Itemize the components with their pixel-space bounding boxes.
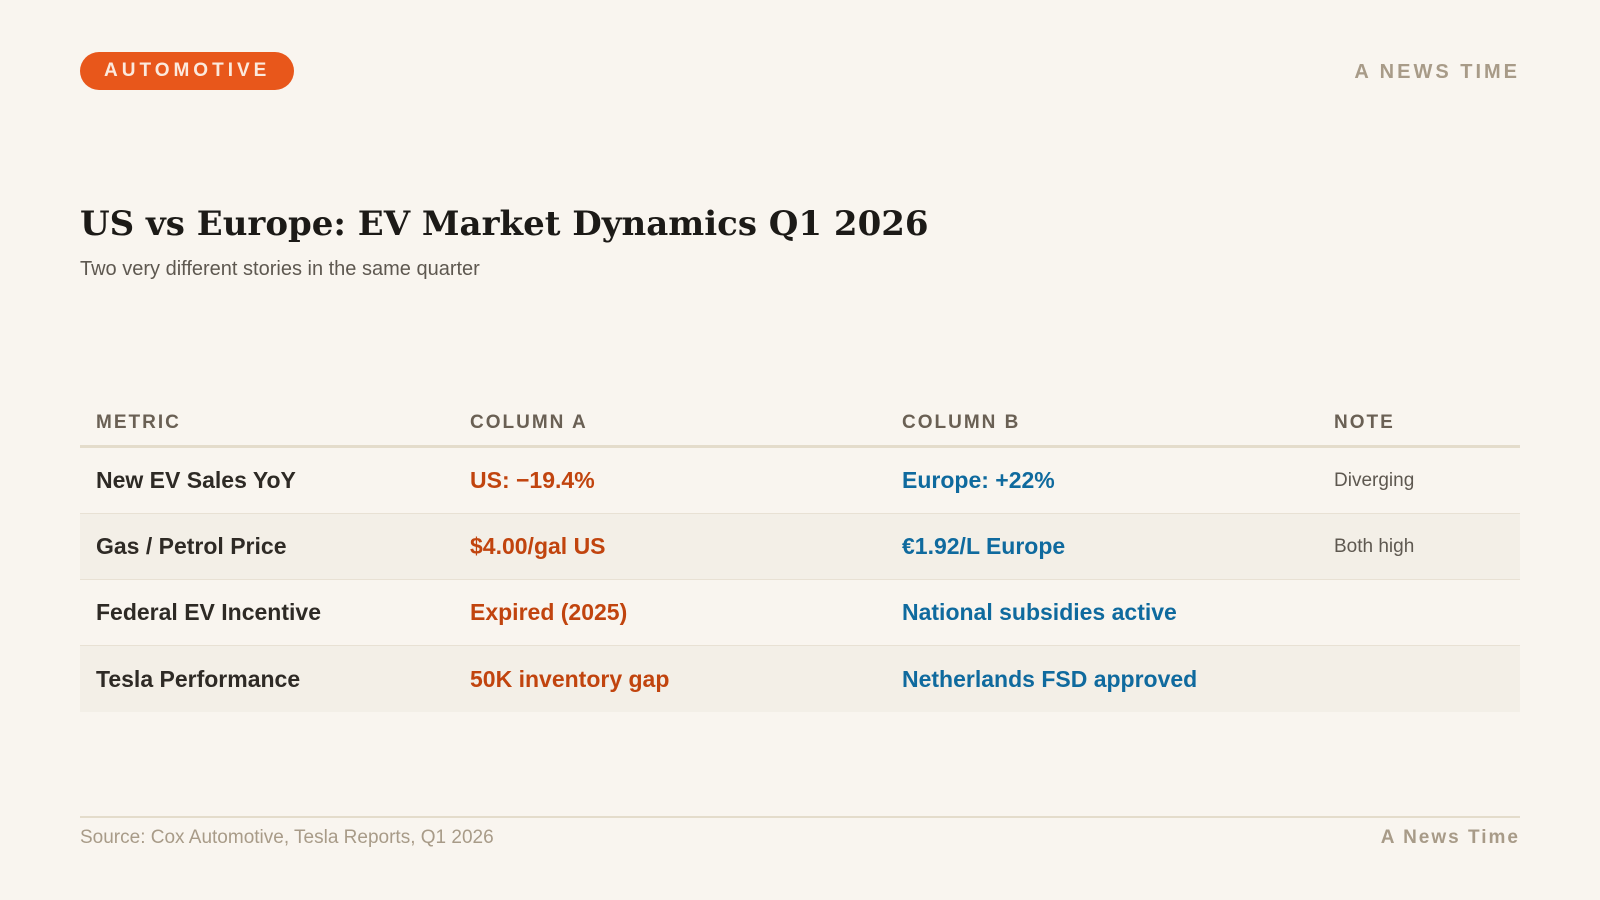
comparison-table: METRIC COLUMN A COLUMN B NOTE New EV Sal… — [80, 402, 1520, 712]
cell-metric: Gas / Petrol Price — [96, 533, 287, 559]
brand-logo-bottom: A News Time — [1380, 827, 1520, 848]
table-row: Gas / Petrol Price $4.00/gal US €1.92/L … — [80, 514, 1520, 580]
footer-divider — [80, 816, 1520, 818]
brand-logo-top: A NEWS TIME — [1354, 61, 1520, 83]
cell-column-a: $4.00/gal US — [470, 533, 606, 559]
cell-column-b: Netherlands FSD approved — [902, 665, 1198, 692]
cell-metric: New EV Sales YoY — [96, 467, 296, 493]
cell-note: Both high — [1334, 535, 1415, 557]
table-row: Tesla Performance 50K inventory gap Neth… — [80, 646, 1520, 712]
cell-column-a: Expired (2025) — [470, 599, 628, 625]
cell-metric: Tesla Performance — [96, 665, 301, 692]
cell-note: Diverging — [1334, 469, 1415, 491]
header-metric: METRIC — [96, 411, 181, 433]
cell-column-b: Europe: +22% — [902, 467, 1055, 493]
table-row: New EV Sales YoY US: −19.4% Europe: +22%… — [80, 448, 1520, 514]
cell-column-a: US: −19.4% — [470, 467, 595, 493]
header-note: NOTE — [1334, 411, 1395, 433]
cell-column-b: €1.92/L Europe — [902, 533, 1066, 559]
header-column-a: COLUMN A — [470, 411, 588, 433]
page-title: US vs Europe: EV Market Dynamics Q1 2026 — [80, 204, 929, 244]
cell-metric: Federal EV Incentive — [96, 599, 321, 625]
table-header: METRIC COLUMN A COLUMN B NOTE — [80, 402, 1520, 448]
cell-column-a: 50K inventory gap — [470, 665, 670, 692]
header-column-b: COLUMN B — [902, 411, 1021, 433]
source-note: Source: Cox Automotive, Tesla Reports, Q… — [80, 827, 494, 848]
category-badge: AUTOMOTIVE — [80, 52, 295, 90]
cell-column-b: National subsidies active — [902, 599, 1177, 625]
table-row: Federal EV Incentive Expired (2025) Nati… — [80, 580, 1520, 646]
page-subtitle: Two very different stories in the same q… — [80, 258, 480, 280]
